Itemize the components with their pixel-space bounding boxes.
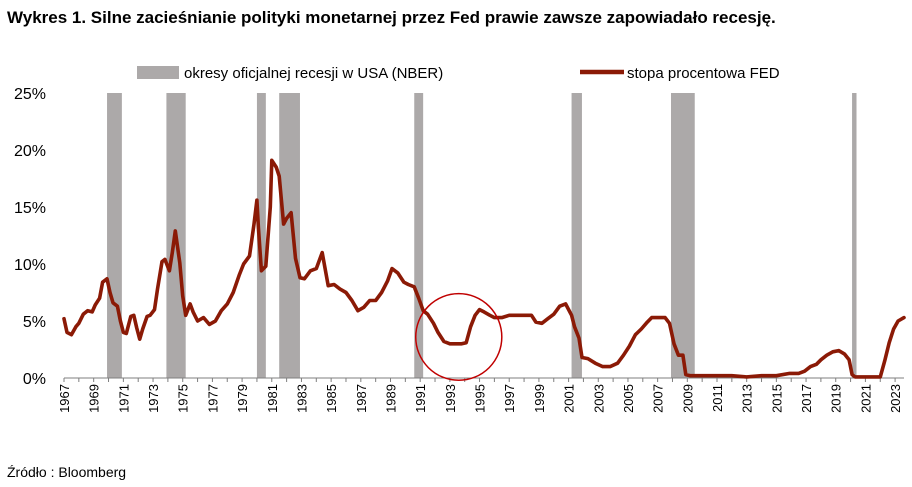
x-tick-label: 1993 [443, 384, 458, 413]
recession-band [414, 93, 424, 378]
x-tick-label: 2011 [710, 384, 725, 412]
series-line-fed-rate [62, 158, 906, 379]
recession-band [279, 93, 300, 378]
x-tick-label: 2015 [769, 384, 784, 413]
chart-title: Wykres 1. Silne zacieśnianie polityki mo… [7, 8, 776, 27]
x-tick-label: 1977 [205, 384, 220, 413]
legend-label-recession: okresy oficjalnej recesji w USA (NBER) [184, 65, 443, 82]
x-tick-label: 1989 [384, 384, 399, 413]
x-tick-label: 2013 [740, 384, 755, 413]
y-tick-label: 20% [14, 143, 46, 160]
x-tick-label: 1979 [235, 384, 250, 413]
recession-band [670, 93, 695, 378]
x-tick-label: 2007 [651, 384, 666, 413]
x-tick-label: 2017 [799, 384, 814, 413]
x-tick-label: 1987 [354, 384, 369, 413]
annotations [414, 292, 503, 382]
x-tick-label: 2003 [591, 384, 606, 413]
x-tick-label: 1995 [473, 384, 488, 413]
recession-band [852, 93, 857, 378]
x-tick-label: 1999 [532, 384, 547, 413]
recession-band [571, 93, 582, 378]
x-tick-label: 2009 [680, 384, 695, 413]
recession-band [107, 93, 122, 378]
legend-swatch-recession [137, 66, 179, 79]
x-tick-label: 2023 [888, 384, 903, 413]
x-tick-label: 1985 [324, 384, 339, 413]
legend: okresy oficjalnej recesji w USA (NBER) s… [137, 65, 780, 82]
x-axis-ticks: 1967 1969 1971 1973 1975 1977 1979 1981 1983 1985… [57, 378, 903, 413]
highlight-circle [414, 292, 503, 382]
y-tick-label: 15% [14, 200, 46, 217]
x-tick-label: 2021 [858, 384, 873, 413]
source-note: Źródło : Bloomberg [7, 464, 127, 480]
x-tick-label: 1975 [176, 384, 191, 413]
x-tick-label: 2019 [829, 384, 844, 413]
y-tick-label: 25% [14, 86, 46, 103]
x-tick-label: 1997 [502, 384, 517, 413]
y-tick-label: 0% [23, 371, 46, 388]
series-group [62, 158, 906, 379]
x-tick-label: 1981 [265, 384, 280, 413]
x-tick-label: 1991 [413, 384, 428, 413]
y-tick-label: 5% [23, 314, 46, 331]
x-tick-label: 1983 [294, 384, 309, 413]
x-tick-label: 1969 [87, 384, 102, 413]
x-tick-label: 1971 [116, 384, 131, 413]
recession-bands [107, 93, 857, 378]
legend-label-rate: stopa procentowa FED [627, 65, 780, 82]
x-tick-label: 1967 [57, 384, 72, 413]
x-tick-label: 2001 [562, 384, 577, 413]
x-tick-label: 1973 [146, 384, 161, 413]
y-axis-ticks: 0% 5% 10% 15% 20% 25% [14, 86, 46, 388]
recession-band [256, 93, 266, 378]
x-tick-label: 2005 [621, 384, 636, 413]
y-tick-label: 10% [14, 257, 46, 274]
